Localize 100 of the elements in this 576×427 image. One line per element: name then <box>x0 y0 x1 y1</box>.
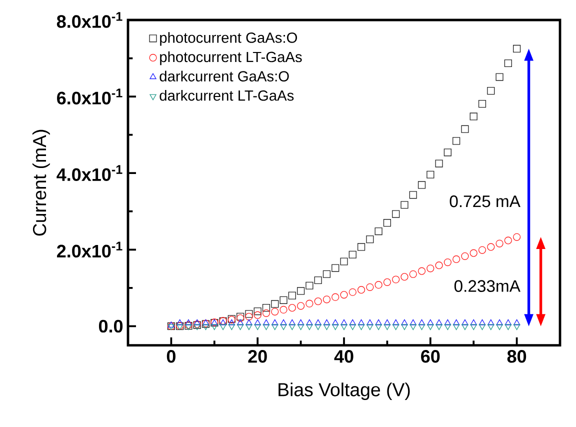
point <box>271 300 279 308</box>
point <box>254 308 262 316</box>
point <box>332 293 340 302</box>
point <box>254 324 261 330</box>
point <box>332 324 339 330</box>
point <box>418 324 426 330</box>
point <box>366 324 374 330</box>
point <box>418 267 426 276</box>
point <box>496 240 504 248</box>
annotation: 0.725 mA <box>450 196 520 208</box>
point <box>513 324 520 330</box>
annotation: 0.233mA <box>454 280 520 292</box>
point <box>435 160 443 168</box>
point <box>452 137 460 145</box>
point <box>262 310 270 318</box>
point <box>374 228 382 236</box>
point <box>168 322 175 328</box>
point <box>444 324 452 330</box>
point <box>392 276 400 284</box>
x-tick-label: 80 <box>507 350 526 363</box>
point <box>340 258 348 266</box>
point <box>478 324 486 330</box>
point <box>254 311 262 320</box>
legend-label: photocurrent LT-GaAs <box>160 52 302 66</box>
point <box>436 324 442 330</box>
y-tick-label: 0.0 <box>98 320 123 333</box>
point <box>496 73 504 82</box>
point <box>410 324 416 330</box>
point <box>383 219 392 227</box>
point <box>487 87 495 95</box>
x-tick-label: 60 <box>421 350 440 363</box>
point <box>427 324 434 330</box>
point <box>236 324 244 330</box>
legend-label: photocurrent GaAs:O <box>160 32 298 46</box>
point <box>461 125 469 134</box>
point <box>246 324 252 330</box>
point <box>444 148 452 156</box>
point <box>262 324 270 330</box>
point <box>340 291 348 299</box>
point <box>504 236 512 244</box>
point <box>496 324 503 330</box>
point <box>358 324 365 330</box>
point <box>478 246 486 254</box>
point <box>271 308 279 316</box>
point <box>357 286 366 294</box>
point <box>504 324 512 330</box>
legend-label: darkcurrent LT-GaAs <box>160 90 294 101</box>
point <box>297 302 305 310</box>
point <box>272 324 278 330</box>
point <box>245 312 253 321</box>
y-tick-label: 8.0x10$^{-1}$ <box>56 12 122 28</box>
point <box>426 264 434 272</box>
point <box>375 324 382 330</box>
legend-label: darkcurrent GaAs:O <box>160 70 289 82</box>
point <box>418 181 426 189</box>
point <box>366 236 374 244</box>
point <box>400 201 408 209</box>
point <box>280 324 287 330</box>
point <box>332 264 340 272</box>
point <box>348 250 356 259</box>
point <box>262 304 270 312</box>
point <box>314 324 322 330</box>
point <box>349 324 356 330</box>
point <box>306 300 314 308</box>
point <box>504 60 512 68</box>
point <box>280 306 288 314</box>
point <box>426 170 434 179</box>
point <box>384 324 391 330</box>
x-tick-label: 0 <box>166 350 176 363</box>
point <box>322 270 331 278</box>
point <box>462 324 468 330</box>
point <box>470 324 477 330</box>
point <box>340 324 348 330</box>
point <box>444 258 452 266</box>
point <box>202 324 210 330</box>
point <box>401 324 408 330</box>
point <box>383 278 392 286</box>
point <box>478 100 486 108</box>
y-tick-label: 2.0x10$^{-1}$ <box>56 242 122 258</box>
x-tick-label: 20 <box>248 350 267 363</box>
x-tick-label: 40 <box>334 350 354 363</box>
point <box>348 288 356 296</box>
point <box>487 243 495 251</box>
point <box>288 292 296 300</box>
point <box>280 296 288 304</box>
point <box>374 281 382 289</box>
point <box>194 324 200 330</box>
point <box>220 324 226 330</box>
point <box>228 324 236 330</box>
point <box>245 310 253 318</box>
point <box>211 324 218 330</box>
point <box>392 210 400 218</box>
point <box>409 191 417 199</box>
point <box>461 252 469 260</box>
point <box>392 324 400 330</box>
point <box>314 276 322 284</box>
point <box>288 324 296 330</box>
point <box>288 304 296 312</box>
point <box>322 296 331 304</box>
point <box>452 324 460 330</box>
